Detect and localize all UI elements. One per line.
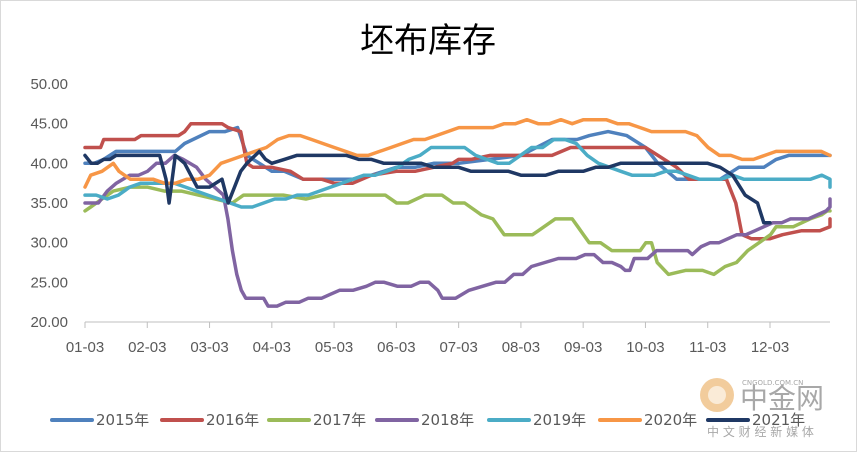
series-line-2016年 [83,121,832,241]
x-tick-label: 10-03 [626,339,664,356]
y-tick-label: 35.00 [30,195,68,212]
x-tick-label: 12-03 [751,339,789,356]
watermark-tagline: 中 文 财 经 新 媒 体 [707,424,814,439]
y-tick-label: 30.00 [30,235,68,252]
x-axis: 01-03 02-03 03-03 04-03 05-03 06-03 07-03 08-03… [66,321,830,356]
y-tick-label: 45.00 [30,116,68,133]
y-tick-label: 25.00 [30,274,68,291]
series-line-2021年 [83,149,772,225]
legend-label: 2016年 [206,411,259,429]
x-tick-label: 01-03 [66,339,104,356]
series-group [83,117,832,308]
watermark-logo-inner-icon [708,386,726,404]
watermark-brand: 中金网 [740,382,824,415]
legend: 2015年 2016年 2017年 2018年 2019年 2020年 2021年 [50,411,805,429]
legend-label: 2018年 [421,411,474,429]
y-tick-label: 20.00 [30,314,68,331]
legend-label: 2020年 [644,411,697,429]
legend-label: 2019年 [533,411,586,429]
x-tick-label: 03-03 [190,339,228,356]
x-tick-label: 11-03 [689,339,726,356]
watermark-domain: CNGOLD.COM.CN [742,379,803,387]
legend-label: 2015年 [96,411,149,429]
legend-label: 2021年 [752,411,805,429]
x-tick-label: 06-03 [377,339,415,356]
x-tick-label: 07-03 [439,339,477,356]
series-line-2020年 [83,117,832,189]
y-tick-label: 40.00 [30,155,68,172]
x-tick-label: 04-03 [253,339,291,356]
x-tick-label: 08-03 [502,339,540,356]
series-line-2019年 [83,137,832,209]
y-tick-label: 50.00 [30,76,68,93]
x-tick-label: 05-03 [315,339,353,356]
x-tick-label: 02-03 [128,339,166,356]
chart-title: 坯布库存 [360,21,496,61]
watermark: 中金网 CNGOLD.COM.CN 中 文 财 经 新 媒 体 [700,378,824,439]
legend-label: 2017年 [313,411,366,429]
y-axis: 50.00 45.00 40.00 35.00 30.00 25.00 20.00 [30,76,68,331]
x-tick-label: 09-03 [564,339,602,356]
